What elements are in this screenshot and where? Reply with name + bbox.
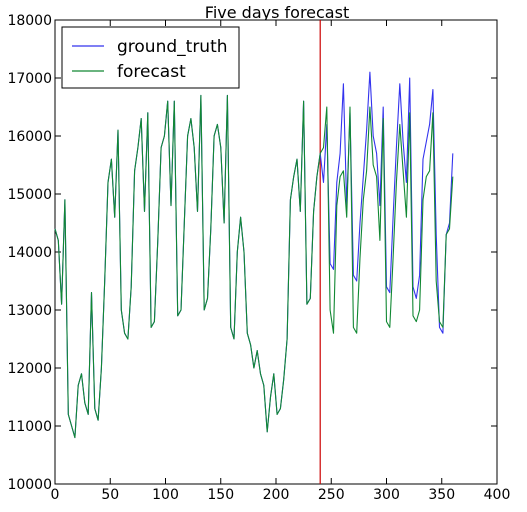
plot-area-frame — [54, 19, 498, 485]
series-line-forecast — [54, 94, 454, 439]
y-tick-label: 11000 — [7, 419, 52, 435]
chart-title: Five days forecast — [205, 3, 349, 22]
y-tick-label: 14000 — [7, 245, 52, 261]
axis-ticks: 0 50 100 150 200 250 300 350 400 10000 11000 12000 1… — [7, 13, 510, 503]
y-tick-label: 18000 — [7, 13, 52, 29]
y-tick-label: 16000 — [7, 129, 52, 145]
x-tick-label: 300 — [373, 487, 400, 503]
y-tick-label: 13000 — [7, 303, 52, 319]
x-tick-label: 50 — [101, 487, 119, 503]
x-tick-label: 150 — [207, 487, 234, 503]
y-tick-label: 10000 — [7, 477, 52, 493]
legend-label-forecast: forecast — [117, 62, 186, 82]
legend-box — [61, 26, 240, 89]
y-tick-label: 12000 — [7, 361, 52, 377]
y-tick-label: 15000 — [7, 187, 52, 203]
x-tick-label: 100 — [152, 487, 179, 503]
x-tick-label: 350 — [428, 487, 455, 503]
y-tick-label: 17000 — [7, 71, 52, 87]
x-tick-label: 0 — [51, 487, 60, 503]
x-tick-label: 250 — [318, 487, 345, 503]
legend-label-ground-truth: ground_truth — [117, 37, 228, 57]
legend: ground_truth forecast — [61, 26, 240, 89]
x-tick-label: 200 — [263, 487, 290, 503]
series-layer — [54, 71, 454, 439]
x-tick-label: 400 — [484, 487, 511, 503]
